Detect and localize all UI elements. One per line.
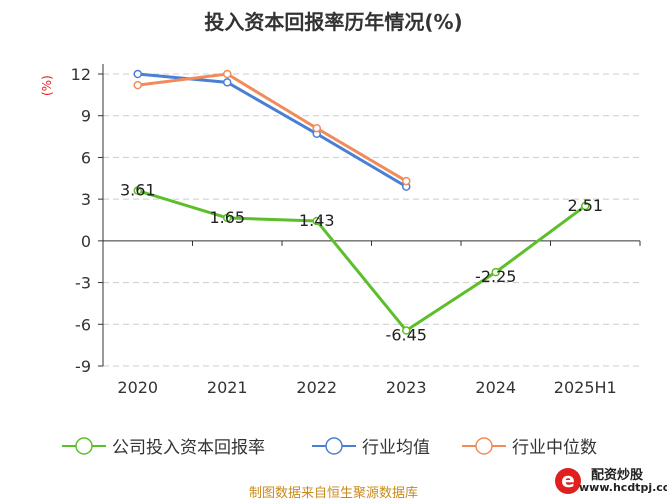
data-label: -2.25 (475, 267, 516, 286)
data-point (312, 123, 321, 133)
data-label: 1.43 (299, 211, 335, 230)
logo-url: www.hcdtpj.com (579, 481, 667, 494)
data-point (133, 186, 142, 195)
x-tick-label: 2024 (475, 378, 516, 397)
data-point (223, 78, 232, 87)
x-tick-label: 2021 (207, 378, 248, 397)
y-tick-label: -3 (75, 274, 91, 293)
legend-marker-0 (75, 437, 93, 455)
y-tick-label: 0 (81, 232, 91, 251)
data-point (402, 326, 411, 335)
data-point (581, 201, 590, 211)
x-tick-label: 2023 (386, 378, 427, 397)
data-point (223, 213, 232, 223)
data-point (491, 267, 500, 277)
data-point (402, 176, 411, 186)
logo-e-icon: e (555, 468, 581, 494)
data-point (312, 216, 321, 226)
series-line-0 (137, 189, 587, 333)
source-note: 制图数据来自恒生聚源数据库 (248, 486, 418, 500)
data-label: 3.61 (120, 181, 156, 200)
data-label: 2.51 (567, 196, 603, 215)
legend-label-2: 行业中位数 (512, 438, 597, 458)
data-label: 1.65 (209, 208, 245, 227)
series-line-2 (137, 72, 408, 183)
y-tick-label: 3 (81, 190, 91, 209)
x-tick-label: 2025H1 (554, 378, 617, 397)
y-tick-label: -6 (75, 315, 91, 334)
x-tick-label: 2022 (296, 378, 337, 397)
chart-title: 投入资本回报率历年情况(%) (204, 10, 463, 34)
legend-label-0: 公司投入资本回报率 (112, 438, 265, 458)
y-tick-label: 6 (81, 148, 91, 167)
legend-marker-1 (325, 437, 343, 455)
data-point (133, 80, 142, 90)
legend-label-1: 行业均值 (362, 438, 430, 458)
logo: e 配资炒股 www.hcdtpj.com (555, 464, 667, 500)
y-tick-label: -9 (75, 357, 91, 376)
data-label: -6.45 (386, 326, 427, 345)
legend-marker-2 (475, 437, 493, 455)
y-tick-label: 12 (71, 65, 91, 84)
logo-brand: 配资炒股 (591, 468, 644, 483)
x-tick-label: 2020 (117, 378, 158, 397)
data-point (223, 69, 232, 79)
series-line-1 (137, 72, 408, 188)
data-point (133, 69, 142, 79)
y-tick-label: 9 (81, 107, 91, 126)
